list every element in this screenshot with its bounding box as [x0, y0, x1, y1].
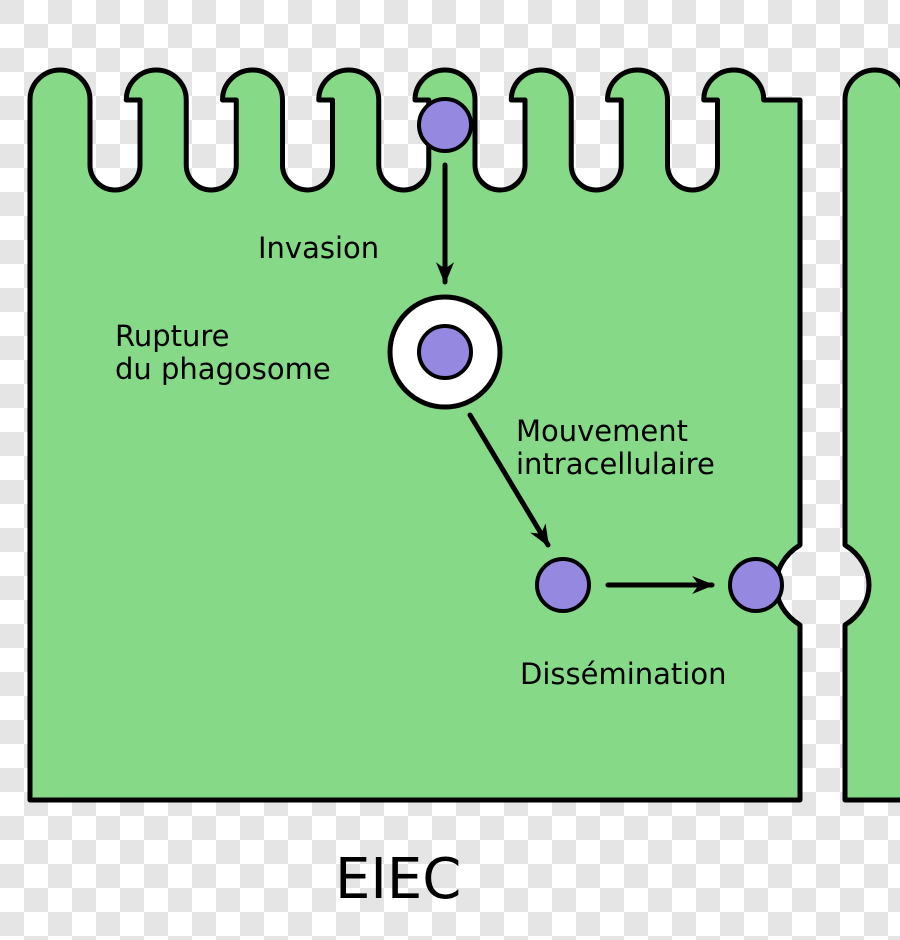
- bacterium-phagosome: [419, 326, 471, 378]
- label-title: EIEC: [335, 848, 461, 912]
- label-invasion: Invasion: [258, 232, 379, 265]
- bacterium-lower_left: [537, 559, 589, 611]
- label-dissemination: Dissémination: [520, 658, 726, 691]
- label-mouvement: Mouvement intracellulaire: [516, 415, 715, 482]
- label-rupture: Rupture du phagosome: [115, 320, 331, 387]
- epithelial-cell-neighbor: [845, 70, 900, 800]
- bacterium-top: [419, 99, 471, 151]
- bacterium-lower_right: [730, 559, 782, 611]
- diagram-svg: [0, 0, 900, 940]
